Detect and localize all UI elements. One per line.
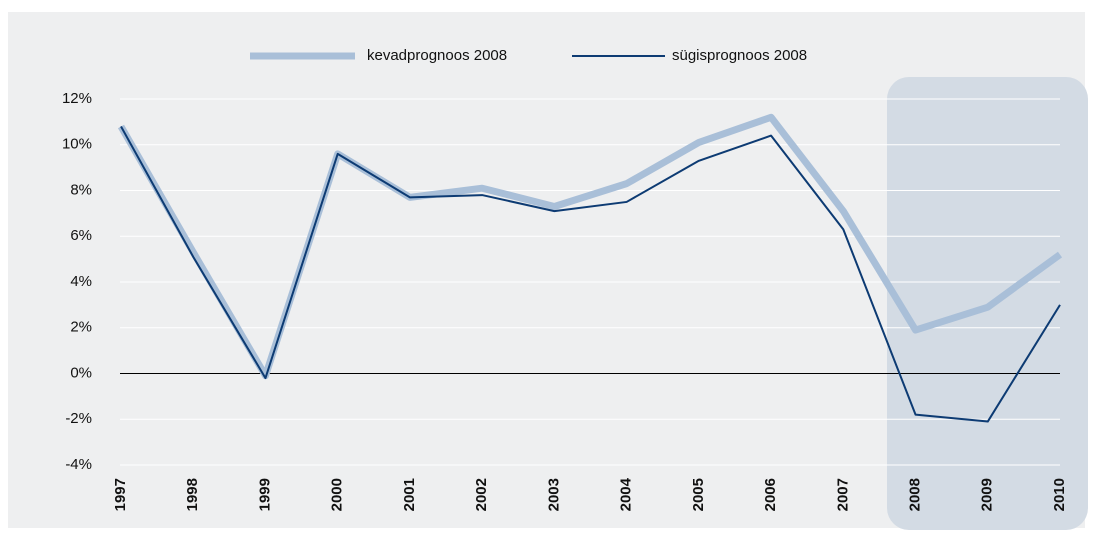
legend-label: sügisprognoos 2008 [672,47,807,64]
legend-label: kevadprognoos 2008 [367,47,507,64]
x-tick-label: 1999 [256,478,273,511]
y-tick-label: 0% [70,364,92,381]
x-tick-label: 2010 [1051,478,1068,511]
x-tick-label: 2008 [907,478,924,511]
series-line [120,125,1061,423]
x-tick-label: 1998 [184,478,201,511]
x-tick-label: 2006 [762,478,779,511]
y-tick-label: 12% [62,90,92,107]
x-tick-label: 2002 [473,478,490,511]
y-tick-label: 10% [62,136,92,153]
x-tick-label: 2005 [690,478,707,511]
y-tick-label: 4% [70,273,92,290]
y-tick-label: 2% [70,319,92,336]
x-tick-label: 1997 [112,478,129,511]
y-tick-label: 6% [70,227,92,244]
grid: -4% -2% 0% 2% 4% 6% 8% 10% 12% 1997 1998 1999 2000 20… [62,90,1068,511]
plot [117,113,1063,423]
y-tick-label: -2% [65,410,92,427]
x-tick-label: 2001 [401,478,418,511]
x-tick-label: 2004 [618,477,635,511]
legend: kevadprognoos 2008 sügisprognoos 2008 [250,47,807,64]
x-tick-label: 2003 [545,478,562,511]
y-tick-label: 8% [70,181,92,198]
x-tick-label: 2009 [979,478,996,511]
x-tick-label: 2007 [834,478,851,511]
x-tick-label: 2000 [329,478,346,511]
y-tick-label: -4% [65,456,92,473]
